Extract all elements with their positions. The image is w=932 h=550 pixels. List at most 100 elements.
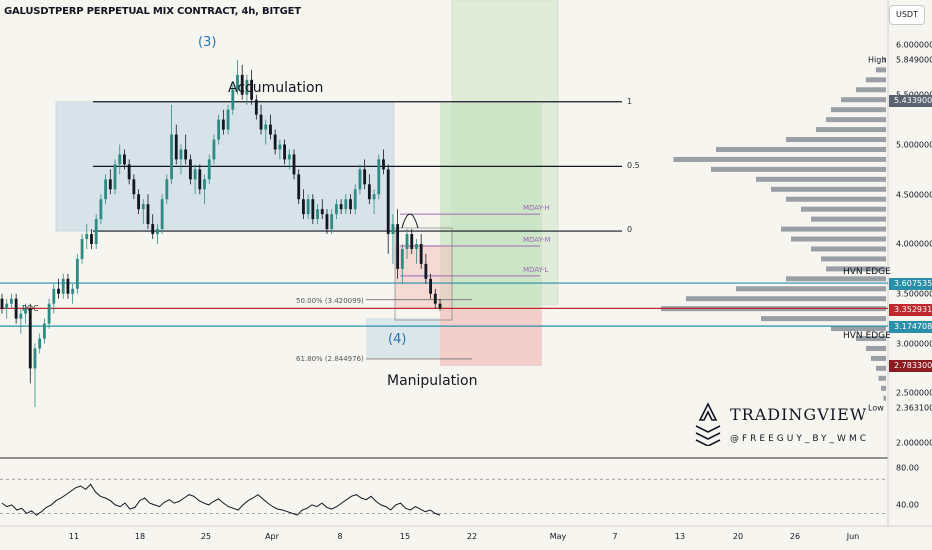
volume-profile-bar bbox=[821, 256, 886, 262]
low-label: Low bbox=[868, 403, 884, 413]
candle-body bbox=[174, 134, 178, 160]
wave-4-label: (4) bbox=[388, 332, 407, 347]
price-tick: 4.000000 bbox=[896, 239, 932, 249]
tradingview-logo-icon bbox=[695, 402, 721, 447]
price-badge-last: 3.352931 bbox=[889, 304, 932, 316]
candle-body bbox=[184, 149, 188, 160]
candle-body bbox=[99, 199, 103, 220]
candle-body bbox=[429, 278, 432, 294]
candle-body bbox=[61, 278, 65, 294]
price-tick: 2.000000 bbox=[896, 438, 932, 448]
oscillator-tick: 80.00 bbox=[896, 463, 919, 473]
candle-body bbox=[386, 169, 390, 235]
candle-body bbox=[75, 258, 79, 289]
candle-body bbox=[188, 159, 192, 180]
symbol-title: GALUSDTPERP PERPETUAL MIX CONTRACT, 4h, … bbox=[4, 6, 301, 17]
tradingview-watermark: TRADINGVIEW @FREEGUY_BY_WMC bbox=[690, 402, 866, 450]
fib-50-label: 50.00% (3.420099) bbox=[296, 297, 364, 305]
candle-body bbox=[212, 139, 216, 160]
candle-body bbox=[320, 209, 324, 215]
candle-body bbox=[292, 154, 296, 175]
volume-profile-bar bbox=[771, 186, 886, 192]
candle-body bbox=[269, 124, 272, 135]
candle-body bbox=[42, 323, 46, 339]
low-value: 2.363100 bbox=[896, 403, 932, 413]
fib-zone bbox=[366, 318, 440, 358]
candle-body bbox=[160, 199, 164, 230]
candle-body bbox=[273, 134, 277, 150]
wave-3-label: (3) bbox=[198, 35, 217, 50]
candle-body bbox=[264, 124, 268, 130]
candle-body bbox=[424, 263, 428, 279]
volume-profile-bar bbox=[866, 77, 886, 83]
watermark-handle: @FREEGUY_BY_WMC bbox=[730, 434, 869, 444]
volume-profile-bar bbox=[826, 266, 886, 272]
candle-body bbox=[334, 204, 338, 215]
candle-body bbox=[221, 119, 225, 130]
stop-zone bbox=[440, 308, 542, 366]
volume-profile-bar bbox=[881, 385, 886, 391]
time-tick: 26 bbox=[789, 532, 801, 541]
hvn-edge-lower-label: HVN EDGE bbox=[843, 331, 891, 341]
hvn-edge-upper-label: HVN EDGE bbox=[843, 267, 891, 277]
volume-profile-bar bbox=[883, 395, 886, 401]
volume-profile-bar bbox=[876, 67, 886, 73]
sweep-arc bbox=[401, 213, 419, 229]
candle-body bbox=[302, 199, 305, 215]
candle-body bbox=[113, 164, 117, 190]
candle-body bbox=[217, 119, 221, 140]
poc-label: POC bbox=[22, 304, 39, 313]
candle-body bbox=[311, 199, 315, 220]
watermark-brand: TRADINGVIEW bbox=[730, 405, 868, 424]
candle-body bbox=[137, 194, 140, 210]
candle-body bbox=[179, 149, 183, 160]
oscillator-line bbox=[1, 483, 441, 516]
candle-body bbox=[236, 74, 239, 90]
candle-body bbox=[123, 154, 126, 165]
price-tick: 5.000000 bbox=[896, 140, 932, 150]
level-0-label: 0 bbox=[627, 225, 633, 234]
time-tick: May bbox=[549, 532, 567, 541]
time-tick: 20 bbox=[732, 532, 744, 541]
candle-body bbox=[358, 169, 362, 190]
candle-body bbox=[203, 179, 206, 190]
target-zone-inner bbox=[440, 103, 542, 308]
candle-body bbox=[325, 214, 329, 230]
mday-h-label: MDAY-H bbox=[523, 204, 550, 212]
candle-body bbox=[71, 288, 75, 294]
candle-body bbox=[104, 179, 108, 200]
price-badge-stop: 2.783300 bbox=[889, 360, 932, 372]
price-tick: 6.000000 bbox=[896, 40, 932, 50]
fib-618-label: 61.80% (2.844976) bbox=[296, 355, 364, 363]
candle-body bbox=[127, 164, 131, 180]
mday-m-label: MDAY-M bbox=[523, 236, 551, 244]
candle-body bbox=[283, 144, 286, 160]
oscillator-tick: 40.00 bbox=[896, 500, 919, 510]
time-tick: 15 bbox=[399, 532, 411, 541]
candle-body bbox=[198, 169, 202, 190]
volume-profile-bar bbox=[756, 176, 886, 182]
volume-profile-bar bbox=[826, 117, 886, 123]
candle-body bbox=[38, 338, 42, 349]
candle-body bbox=[165, 179, 169, 200]
price-badge-hvn-lower: 3.174708 bbox=[889, 321, 932, 333]
candle-body bbox=[57, 288, 60, 294]
candle-body bbox=[415, 244, 418, 249]
currency-unit-button[interactable]: USDT bbox=[889, 5, 925, 25]
time-tick: 11 bbox=[68, 532, 80, 541]
candle-body bbox=[377, 159, 381, 195]
candle-body bbox=[85, 234, 89, 240]
time-tick: Jun bbox=[846, 532, 860, 541]
time-tick: 7 bbox=[612, 532, 618, 541]
volume-profile-bar bbox=[736, 286, 886, 292]
time-tick: 18 bbox=[134, 532, 146, 541]
candle-body bbox=[306, 199, 310, 215]
candle-body bbox=[33, 348, 37, 369]
candle-body bbox=[226, 109, 230, 130]
volume-profile-bar bbox=[801, 206, 886, 212]
candle-body bbox=[0, 298, 4, 309]
candle-body bbox=[151, 224, 155, 235]
candle-body bbox=[391, 224, 395, 235]
candle-body bbox=[141, 204, 145, 210]
